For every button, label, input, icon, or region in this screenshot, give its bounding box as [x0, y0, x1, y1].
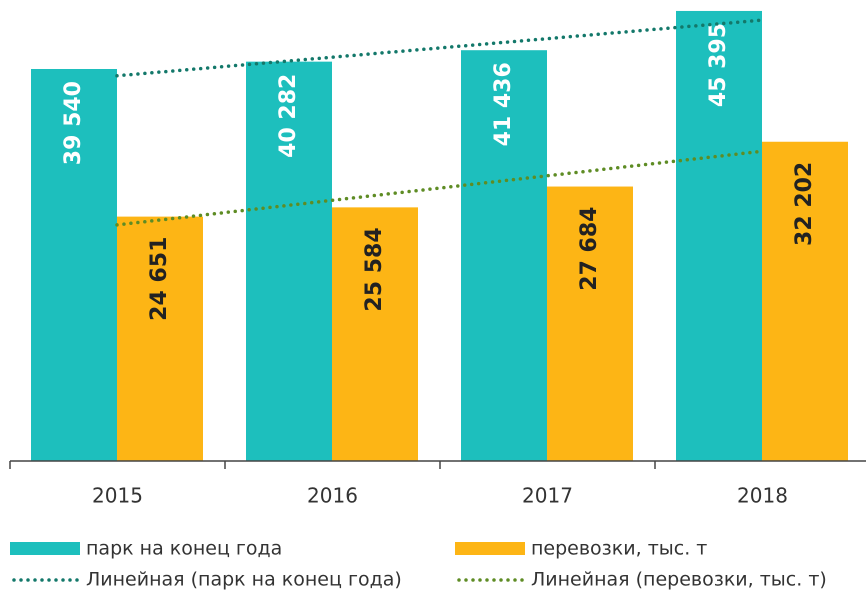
bar: [117, 216, 203, 461]
data-label: 25 584: [362, 227, 387, 311]
x-tick-label: 2018: [737, 484, 788, 508]
bar: [31, 69, 117, 462]
data-label: 24 651: [147, 237, 172, 321]
legend-swatch: [10, 542, 80, 555]
legend-label: перевозки, тыс. т: [531, 538, 707, 560]
bar: [762, 141, 848, 461]
bar: [461, 50, 547, 462]
legend-swatch: [455, 542, 525, 555]
data-label: 45 395: [706, 23, 731, 107]
x-tick-label: 2016: [307, 484, 358, 508]
bar: [246, 61, 332, 462]
data-label: 41 436: [491, 62, 516, 146]
data-label: 39 540: [61, 81, 86, 165]
data-label: 40 282: [276, 74, 301, 158]
bar: [676, 10, 762, 461]
legend-label: Линейная (перевозки, тыс. т): [531, 569, 827, 591]
data-label: 27 684: [577, 207, 602, 291]
trendline: [115, 18, 764, 78]
x-tick-label: 2015: [92, 484, 143, 508]
legend-label: Линейная (парк на конец года): [86, 569, 402, 591]
trendline: [115, 149, 764, 227]
bar: [547, 186, 633, 461]
data-label: 32 202: [792, 162, 817, 246]
x-tick-label: 2017: [522, 484, 573, 508]
legend-label: парк на конец года: [86, 538, 282, 560]
bar: [332, 207, 418, 461]
